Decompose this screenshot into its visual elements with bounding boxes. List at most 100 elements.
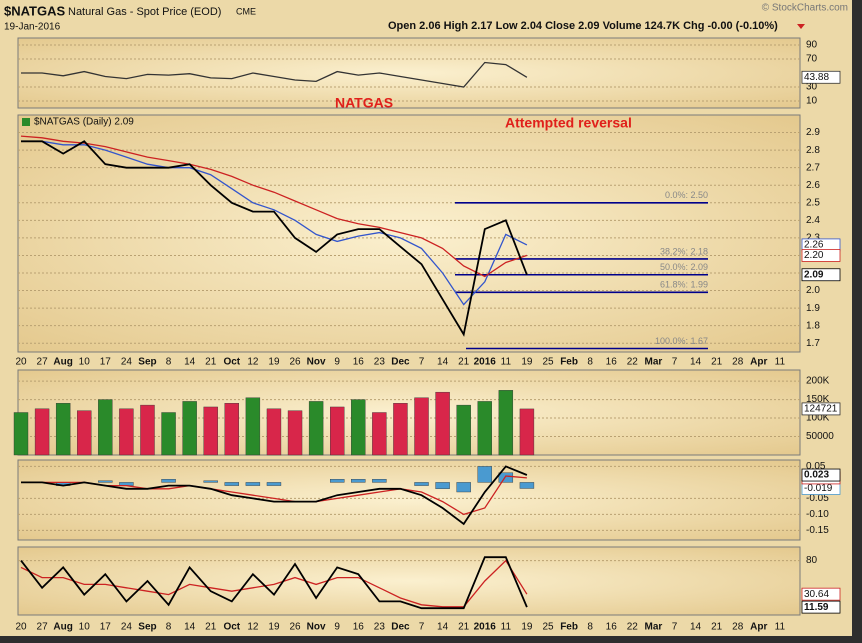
x-tick-label: 7 bbox=[672, 357, 678, 368]
x-tick-label: 26 bbox=[289, 357, 301, 368]
bar bbox=[34, 408, 50, 456]
x-tick-label: 24 bbox=[121, 357, 133, 368]
x-tick-label: 11 bbox=[775, 357, 786, 368]
x-tick-label: 8 bbox=[166, 622, 172, 633]
value-tag: 2.26 bbox=[804, 240, 824, 251]
y-tick-label: 2.6 bbox=[806, 180, 820, 191]
x-tick-label: 16 bbox=[606, 357, 618, 368]
value-tag-box bbox=[801, 468, 841, 482]
series-line bbox=[20, 559, 528, 608]
x-tick-label: 11 bbox=[775, 622, 786, 633]
x-tick-label: 26 bbox=[289, 622, 301, 633]
bar bbox=[203, 480, 218, 483]
bar bbox=[456, 482, 471, 493]
bar bbox=[308, 401, 324, 456]
value-tag: 124721 bbox=[804, 404, 838, 415]
x-tick-label: 24 bbox=[121, 622, 133, 633]
value-tag-box bbox=[801, 600, 841, 614]
y-tick-label: 100K bbox=[806, 413, 830, 424]
x-tick-label: Dec bbox=[391, 622, 410, 633]
x-tick-label: 7 bbox=[419, 622, 425, 633]
x-tick-label: Oct bbox=[223, 622, 240, 633]
x-tick-label: 12 bbox=[247, 357, 259, 368]
bar bbox=[13, 412, 29, 456]
x-tick-label: 2016 bbox=[474, 357, 497, 368]
x-tick-label: 25 bbox=[542, 357, 554, 368]
bar bbox=[477, 401, 492, 456]
x-tick-label: 19 bbox=[521, 357, 533, 368]
y-tick-label: 2.7 bbox=[806, 162, 820, 173]
panel bbox=[17, 459, 801, 541]
x-tick-label: 9 bbox=[334, 357, 340, 368]
y-tick-label: 2.0 bbox=[806, 285, 820, 296]
x-tick-label: Mar bbox=[645, 357, 663, 368]
quote: Open 2.06 High 2.17 Low 2.04 Close 2.09 … bbox=[388, 20, 778, 32]
x-tick-label: 11 bbox=[501, 357, 512, 368]
x-tick-label: 19 bbox=[268, 622, 280, 633]
x-tick-label: 10 bbox=[79, 357, 91, 368]
x-tick-label: 9 bbox=[334, 622, 340, 633]
bar bbox=[77, 410, 92, 456]
x-tick-label: 7 bbox=[672, 622, 678, 633]
bar bbox=[477, 466, 492, 483]
x-tick-label: 14 bbox=[690, 622, 702, 633]
value-tag-box bbox=[801, 587, 841, 601]
x-tick-label: 11 bbox=[501, 622, 512, 633]
fib-label: 38.2%: 2.18 bbox=[660, 246, 708, 256]
bar bbox=[330, 406, 345, 456]
bar bbox=[203, 406, 218, 456]
x-tick-label: 8 bbox=[587, 357, 593, 368]
y-tick-label: -0.10 bbox=[806, 509, 829, 520]
y-tick-label: -0.05 bbox=[806, 493, 829, 504]
value-tag-box bbox=[801, 402, 841, 416]
bar bbox=[266, 408, 282, 456]
x-tick-label: 27 bbox=[37, 357, 49, 368]
bar bbox=[456, 404, 471, 456]
value-tag: 11.59 bbox=[804, 602, 829, 613]
bar bbox=[224, 482, 240, 486]
y-tick-label: 2.5 bbox=[806, 197, 820, 208]
x-tick-label: 17 bbox=[100, 357, 112, 368]
value-tag-box bbox=[801, 249, 841, 262]
bar bbox=[287, 410, 303, 456]
x-tick-label: 16 bbox=[606, 622, 618, 633]
value-tag: 2.09 bbox=[804, 269, 824, 280]
x-tick-label: 21 bbox=[205, 622, 217, 633]
instrument-name: Natural Gas - Spot Price (EOD) bbox=[68, 6, 221, 18]
bar bbox=[519, 408, 535, 456]
x-tick-label: 20 bbox=[15, 357, 27, 368]
x-tick-label: 8 bbox=[587, 622, 593, 633]
x-tick-label: 17 bbox=[100, 622, 112, 633]
bar bbox=[140, 404, 155, 456]
x-tick-label: Feb bbox=[560, 622, 578, 633]
x-tick-label: 21 bbox=[711, 357, 723, 368]
legend: $NATGAS (Daily) 2.09 bbox=[34, 117, 134, 128]
x-tick-label: 28 bbox=[732, 622, 744, 633]
y-tick-label: 2.8 bbox=[806, 145, 820, 156]
x-tick-label: 2016 bbox=[474, 622, 497, 633]
y-tick-label: 2.9 bbox=[806, 127, 820, 138]
x-tick-label: 14 bbox=[184, 357, 196, 368]
x-tick-label: 20 bbox=[15, 622, 27, 633]
value-tag-box bbox=[801, 268, 841, 282]
x-tick-label: 21 bbox=[711, 622, 723, 633]
x-tick-label: 7 bbox=[419, 357, 425, 368]
y-tick-label: 50000 bbox=[806, 431, 834, 442]
bar bbox=[498, 390, 514, 456]
bar bbox=[245, 482, 261, 486]
x-tick-label: 10 bbox=[79, 622, 91, 633]
x-tick-label: 21 bbox=[458, 357, 470, 368]
panel bbox=[17, 114, 801, 353]
panel bbox=[17, 369, 801, 456]
x-tick-label: 28 bbox=[732, 357, 744, 368]
value-tag: -0.019 bbox=[804, 483, 833, 494]
exchange: CME bbox=[236, 6, 256, 16]
y-tick-label: 2.4 bbox=[806, 215, 820, 226]
bar bbox=[330, 479, 345, 483]
x-tick-label: Sep bbox=[138, 622, 156, 633]
value-tag-box bbox=[801, 70, 841, 84]
x-tick-label: Aug bbox=[53, 622, 72, 633]
fib-label: 50.0%: 2.09 bbox=[660, 262, 708, 272]
series-line bbox=[20, 135, 528, 278]
